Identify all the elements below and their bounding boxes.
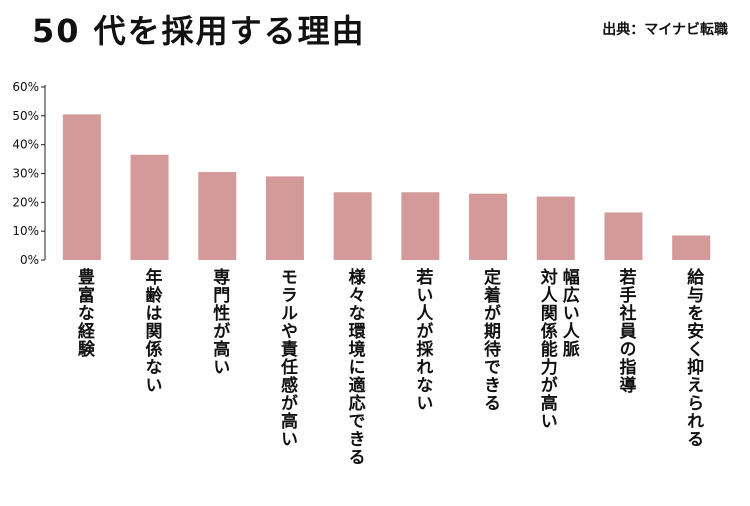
x-category-label: 年齢は関係ない [141, 268, 162, 394]
y-tick-label: 60% [12, 80, 39, 94]
bar [672, 235, 711, 260]
bar [130, 154, 169, 260]
bar [401, 192, 440, 260]
x-category-label: モラルや責任感が高い [276, 268, 297, 448]
y-tick-label: 10% [12, 224, 39, 238]
x-category-label: 幅広い人脈 対人関係能力が高い [536, 268, 579, 430]
bar [536, 196, 575, 260]
chart-title: 50 代を採用する理由 [32, 12, 366, 50]
y-tick-label: 20% [12, 195, 39, 209]
y-tick-label: 30% [12, 167, 39, 181]
bar [604, 212, 643, 260]
y-tick-label: 40% [12, 138, 39, 152]
x-category-label: 専門性が高い [209, 268, 230, 376]
source-note: 出典：マイナビ転職 [602, 22, 728, 38]
y-tick-label: 50% [12, 109, 39, 123]
bar [62, 114, 101, 261]
bar [469, 193, 508, 260]
bar [265, 176, 304, 260]
x-category-label: 若い人が採れない [412, 268, 433, 412]
x-category-label: 豊富な経験 [73, 268, 94, 358]
bar [198, 172, 237, 260]
x-category-label: 様々な環境に適応できる [344, 268, 365, 466]
y-tick-label: 0% [20, 253, 39, 267]
bar [333, 192, 372, 260]
x-category-label: 若手社員の指導 [615, 268, 636, 394]
x-category-label: 定着が期待できる [480, 268, 501, 412]
x-category-label: 給与を安く抑えられる [683, 268, 704, 448]
